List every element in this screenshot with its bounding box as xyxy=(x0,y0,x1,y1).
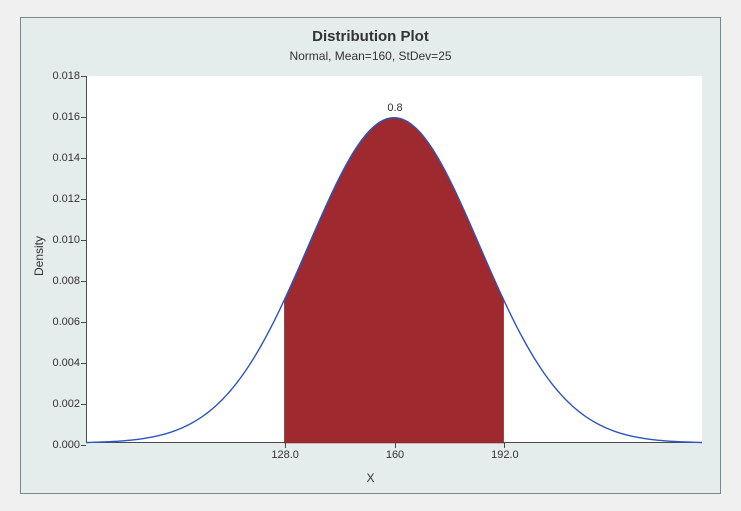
x-tick-label: 160 xyxy=(386,449,404,461)
y-axis-label: Density xyxy=(32,235,46,275)
y-tick-label: 0.000 xyxy=(52,439,80,451)
plot-region: 0.0000.0020.0040.0060.0080.0100.0120.014… xyxy=(86,76,702,443)
y-tick-label: 0.016 xyxy=(52,111,80,123)
x-axis-label: X xyxy=(366,471,374,485)
x-tick-label: 128.0 xyxy=(271,449,299,461)
y-tick-label: 0.002 xyxy=(52,398,80,410)
shaded-area xyxy=(284,118,503,443)
y-tick-label: 0.012 xyxy=(52,193,80,205)
y-tick-mark xyxy=(81,363,86,364)
outer-frame: Distribution Plot Normal, Mean=160, StDe… xyxy=(0,0,741,511)
plot-svg xyxy=(86,76,702,443)
y-tick-mark xyxy=(81,117,86,118)
y-tick-label: 0.010 xyxy=(52,234,80,246)
x-tick-mark xyxy=(395,443,396,448)
y-tick-mark xyxy=(81,445,86,446)
y-tick-mark xyxy=(81,240,86,241)
x-tick-label: 192.0 xyxy=(491,449,519,461)
chart-subtitle: Normal, Mean=160, StDev=25 xyxy=(21,49,720,64)
y-tick-label: 0.006 xyxy=(52,316,80,328)
x-tick-mark xyxy=(285,443,286,448)
peak-annotation: 0.8 xyxy=(387,102,402,114)
chart-panel: Distribution Plot Normal, Mean=160, StDe… xyxy=(20,17,721,494)
chart-title: Distribution Plot xyxy=(21,28,720,47)
y-tick-mark xyxy=(81,404,86,405)
y-tick-label: 0.014 xyxy=(52,152,80,164)
y-tick-mark xyxy=(81,158,86,159)
x-tick-mark xyxy=(504,443,505,448)
y-tick-mark xyxy=(81,76,86,77)
y-tick-mark xyxy=(81,281,86,282)
y-tick-label: 0.004 xyxy=(52,357,80,369)
y-tick-mark xyxy=(81,199,86,200)
y-tick-mark xyxy=(81,322,86,323)
y-tick-label: 0.018 xyxy=(52,70,80,82)
title-block: Distribution Plot Normal, Mean=160, StDe… xyxy=(21,28,720,64)
y-tick-label: 0.008 xyxy=(52,275,80,287)
